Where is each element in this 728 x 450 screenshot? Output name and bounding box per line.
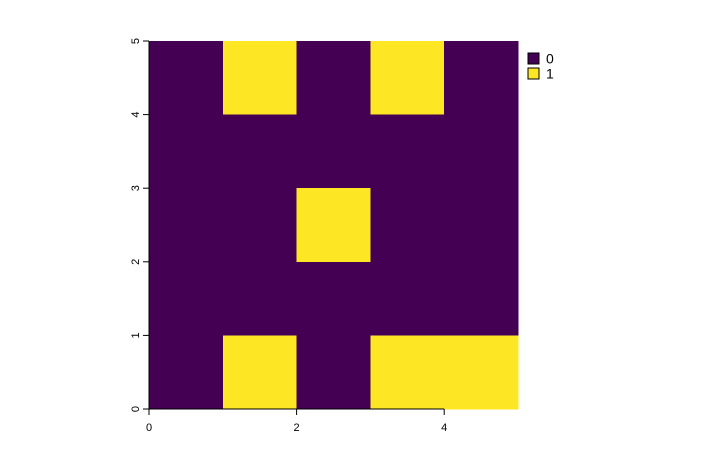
y-tick-label: 3: [130, 185, 142, 191]
raster-cell: [370, 41, 444, 115]
raster-cell: [444, 188, 518, 262]
raster-cell: [223, 188, 297, 262]
raster-cell: [223, 41, 297, 115]
raster-cell: [149, 335, 223, 409]
y-tick-label: 5: [130, 38, 142, 44]
raster-cell: [444, 262, 518, 336]
raster-cell: [370, 335, 444, 409]
raster-cell: [149, 115, 223, 189]
raster-cell: [223, 115, 297, 189]
raster-cell: [370, 115, 444, 189]
y-tick-label: 1: [130, 332, 142, 338]
raster-cell: [297, 335, 371, 409]
x-tick-label: 2: [294, 422, 300, 434]
raster-cell: [297, 41, 371, 115]
raster-cell: [297, 115, 371, 189]
x-tick-label: 4: [441, 422, 447, 434]
raster-cell: [223, 335, 297, 409]
raster-cell: [370, 262, 444, 336]
y-tick-label: 0: [130, 406, 142, 412]
raster-cell: [149, 262, 223, 336]
raster-cell: [297, 188, 371, 262]
raster-cells: [149, 41, 519, 410]
legend-label: 1: [546, 66, 554, 82]
y-tick-label: 4: [130, 112, 142, 118]
raster-cell: [444, 41, 518, 115]
x-tick-label: 0: [146, 422, 152, 434]
legend-swatch: [528, 68, 539, 79]
raster-cell: [297, 262, 371, 336]
raster-cell: [149, 188, 223, 262]
raster-cell: [370, 188, 444, 262]
raster-cell: [149, 41, 223, 115]
legend-label: 0: [546, 51, 554, 67]
raster-cell: [223, 262, 297, 336]
legend-swatch: [528, 53, 539, 64]
raster-cell: [444, 115, 518, 189]
legend: 01: [528, 51, 554, 82]
y-tick-label: 2: [130, 259, 142, 265]
raster-cell: [444, 335, 518, 409]
